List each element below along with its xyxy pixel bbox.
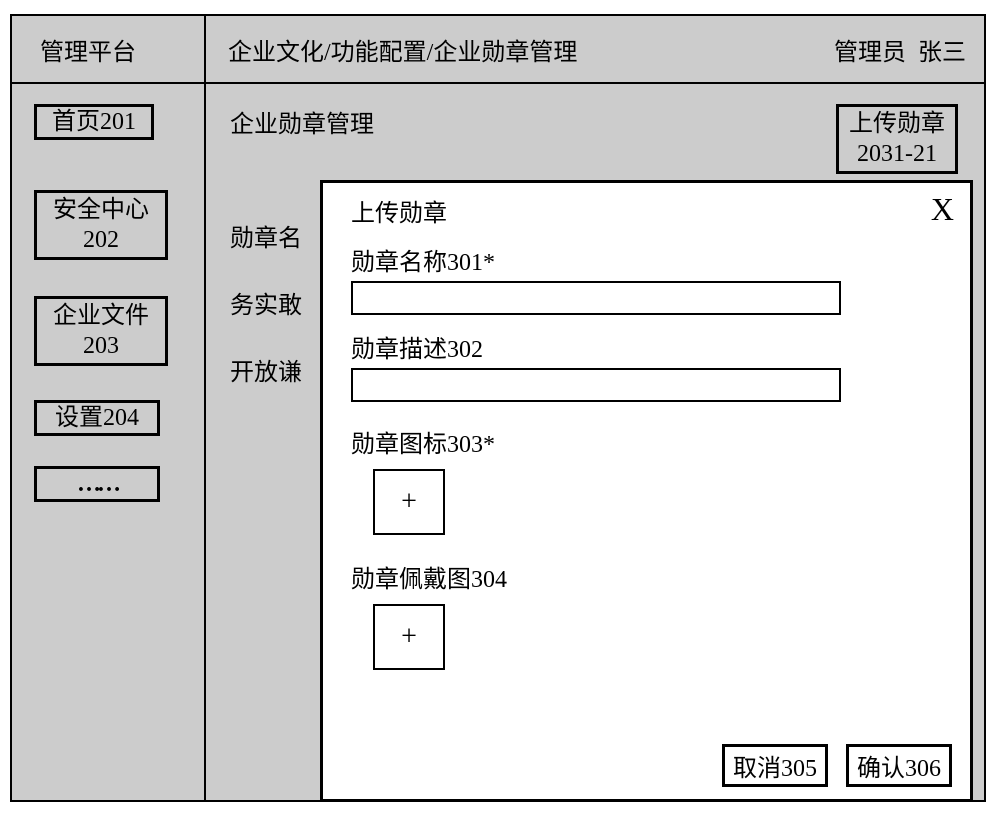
modal-body: 勋章名称301* 勋章描述302 勋章图标303* + 勋章佩戴图304 + — [323, 228, 970, 670]
sidebar: 首页201 安全中心202 企业文件203 设置204 …… — [12, 84, 206, 800]
sidebar-item-home[interactable]: 首页201 — [34, 104, 154, 140]
badge-wear-uploader[interactable]: + — [373, 604, 445, 670]
sidebar-item-security[interactable]: 安全中心202 — [34, 190, 168, 260]
user-name: 张三 — [918, 40, 966, 66]
user-block: 管理员 张三 — [834, 32, 966, 67]
app-frame: 管理平台 企业文化/功能配置/企业勋章管理 管理员 张三 首页201 安全中心2… — [10, 14, 986, 802]
sidebar-item-settings[interactable]: 设置204 — [34, 400, 160, 436]
badge-icon-uploader[interactable]: + — [373, 469, 445, 535]
modal-footer: 取消305 确认306 — [722, 744, 952, 787]
sidebar-item-label: 企业文件203 — [53, 303, 149, 359]
upload-button-line1: 上传勋章 — [849, 109, 945, 139]
confirm-label: 确认306 — [857, 756, 941, 782]
modal-header: 上传勋章 X — [323, 183, 970, 228]
platform-title: 管理平台 — [40, 32, 136, 67]
badge-wear-label: 勋章佩戴图304 — [351, 559, 942, 594]
upload-modal: 上传勋章 X 勋章名称301* 勋章描述302 勋章图标303* + 勋章佩戴图… — [320, 180, 973, 802]
sidebar-item-label: 安全中心202 — [53, 197, 149, 253]
upload-button-line2: 2031-21 — [849, 139, 945, 169]
plus-icon: + — [401, 621, 417, 653]
plus-icon: + — [401, 486, 417, 518]
modal-title: 上传勋章 — [351, 193, 447, 228]
badge-desc-input[interactable] — [351, 368, 841, 402]
cancel-button[interactable]: 取消305 — [722, 744, 828, 787]
header-main-cell: 企业文化/功能配置/企业勋章管理 管理员 张三 — [206, 16, 984, 82]
cancel-label: 取消305 — [733, 756, 817, 782]
sidebar-item-label: 首页201 — [52, 109, 136, 135]
main-header-row: 企业勋章管理 上传勋章 2031-21 — [230, 104, 964, 174]
sidebar-item-label: …… — [77, 471, 117, 497]
badge-name-input[interactable] — [351, 281, 841, 315]
close-icon[interactable]: X — [931, 193, 954, 225]
badge-name-label: 勋章名称301* — [351, 242, 942, 277]
page-title: 企业勋章管理 — [230, 104, 374, 139]
upload-badge-button[interactable]: 上传勋章 2031-21 — [836, 104, 958, 174]
breadcrumb: 企业文化/功能配置/企业勋章管理 — [228, 32, 577, 67]
sidebar-item-files[interactable]: 企业文件203 — [34, 296, 168, 366]
sidebar-item-more[interactable]: …… — [34, 466, 160, 502]
confirm-button[interactable]: 确认306 — [846, 744, 952, 787]
sidebar-item-label: 设置204 — [55, 405, 139, 431]
header-platform-cell: 管理平台 — [12, 16, 206, 82]
header: 管理平台 企业文化/功能配置/企业勋章管理 管理员 张三 — [12, 16, 984, 84]
badge-icon-label: 勋章图标303* — [351, 424, 942, 459]
badge-desc-label: 勋章描述302 — [351, 329, 942, 364]
user-role: 管理员 — [834, 40, 906, 66]
